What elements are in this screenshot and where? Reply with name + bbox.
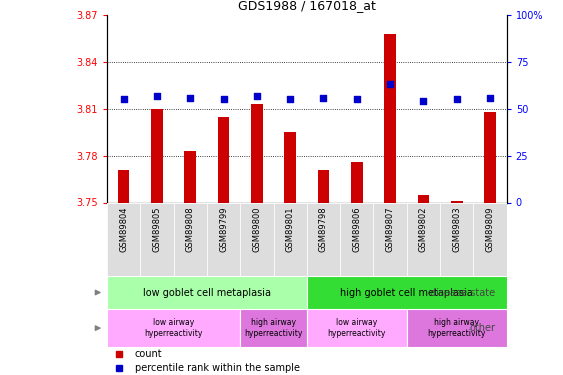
Bar: [218, 117, 229, 202]
Bar: [173, 202, 207, 276]
Text: low airway
hyperreactivity: low airway hyperreactivity: [144, 318, 203, 338]
Text: GSM89803: GSM89803: [452, 206, 461, 252]
Text: disease state: disease state: [430, 288, 495, 297]
Bar: [240, 309, 307, 347]
Point: [352, 96, 361, 102]
Text: high airway
hyperreactivity: high airway hyperreactivity: [244, 318, 303, 338]
Bar: [118, 170, 129, 202]
Bar: [140, 202, 173, 276]
Point: [419, 98, 428, 104]
Bar: [107, 276, 307, 309]
Point: [386, 81, 395, 87]
Text: GSM89801: GSM89801: [285, 206, 294, 252]
Text: GSM89800: GSM89800: [252, 206, 261, 252]
Bar: [407, 309, 507, 347]
Text: GSM89802: GSM89802: [419, 206, 428, 252]
Bar: [318, 170, 329, 202]
Point: [153, 93, 162, 99]
Text: high goblet cell metaplasia: high goblet cell metaplasia: [341, 288, 473, 297]
Bar: [484, 112, 496, 202]
Point: [319, 94, 328, 100]
Text: high airway
hyperreactivity: high airway hyperreactivity: [427, 318, 486, 338]
Bar: [307, 202, 340, 276]
Bar: [473, 202, 507, 276]
Bar: [251, 104, 263, 202]
Point: [219, 96, 228, 102]
Bar: [451, 201, 463, 202]
Bar: [418, 195, 429, 202]
Bar: [440, 202, 473, 276]
Point: [252, 93, 261, 99]
Bar: [373, 202, 407, 276]
Text: low goblet cell metaplasia: low goblet cell metaplasia: [143, 288, 271, 297]
Text: count: count: [135, 349, 163, 359]
Point: [485, 94, 494, 100]
Point: [452, 96, 461, 102]
Bar: [407, 202, 440, 276]
Point: [119, 96, 128, 102]
Point: [186, 94, 195, 100]
Bar: [307, 276, 507, 309]
Text: GSM89805: GSM89805: [153, 206, 162, 252]
Title: GDS1988 / 167018_at: GDS1988 / 167018_at: [238, 0, 376, 12]
Bar: [107, 202, 140, 276]
Text: GSM89804: GSM89804: [119, 206, 128, 252]
Text: GSM89799: GSM89799: [219, 206, 228, 252]
Bar: [107, 309, 240, 347]
Text: other: other: [470, 323, 495, 333]
Text: GSM89806: GSM89806: [352, 206, 361, 252]
Bar: [307, 309, 407, 347]
Bar: [240, 202, 274, 276]
Text: percentile rank within the sample: percentile rank within the sample: [135, 363, 300, 373]
Text: low airway
hyperreactivity: low airway hyperreactivity: [328, 318, 386, 338]
Bar: [351, 162, 363, 202]
Bar: [284, 132, 296, 202]
Text: GSM89807: GSM89807: [386, 206, 395, 252]
Bar: [207, 202, 240, 276]
Text: GSM89809: GSM89809: [485, 206, 494, 252]
Point: [285, 96, 294, 102]
Text: GSM89798: GSM89798: [319, 206, 328, 252]
Bar: [274, 202, 307, 276]
Bar: [151, 109, 163, 202]
Text: GSM89808: GSM89808: [186, 206, 195, 252]
Bar: [340, 202, 373, 276]
Bar: [185, 151, 196, 202]
Bar: [385, 34, 396, 203]
